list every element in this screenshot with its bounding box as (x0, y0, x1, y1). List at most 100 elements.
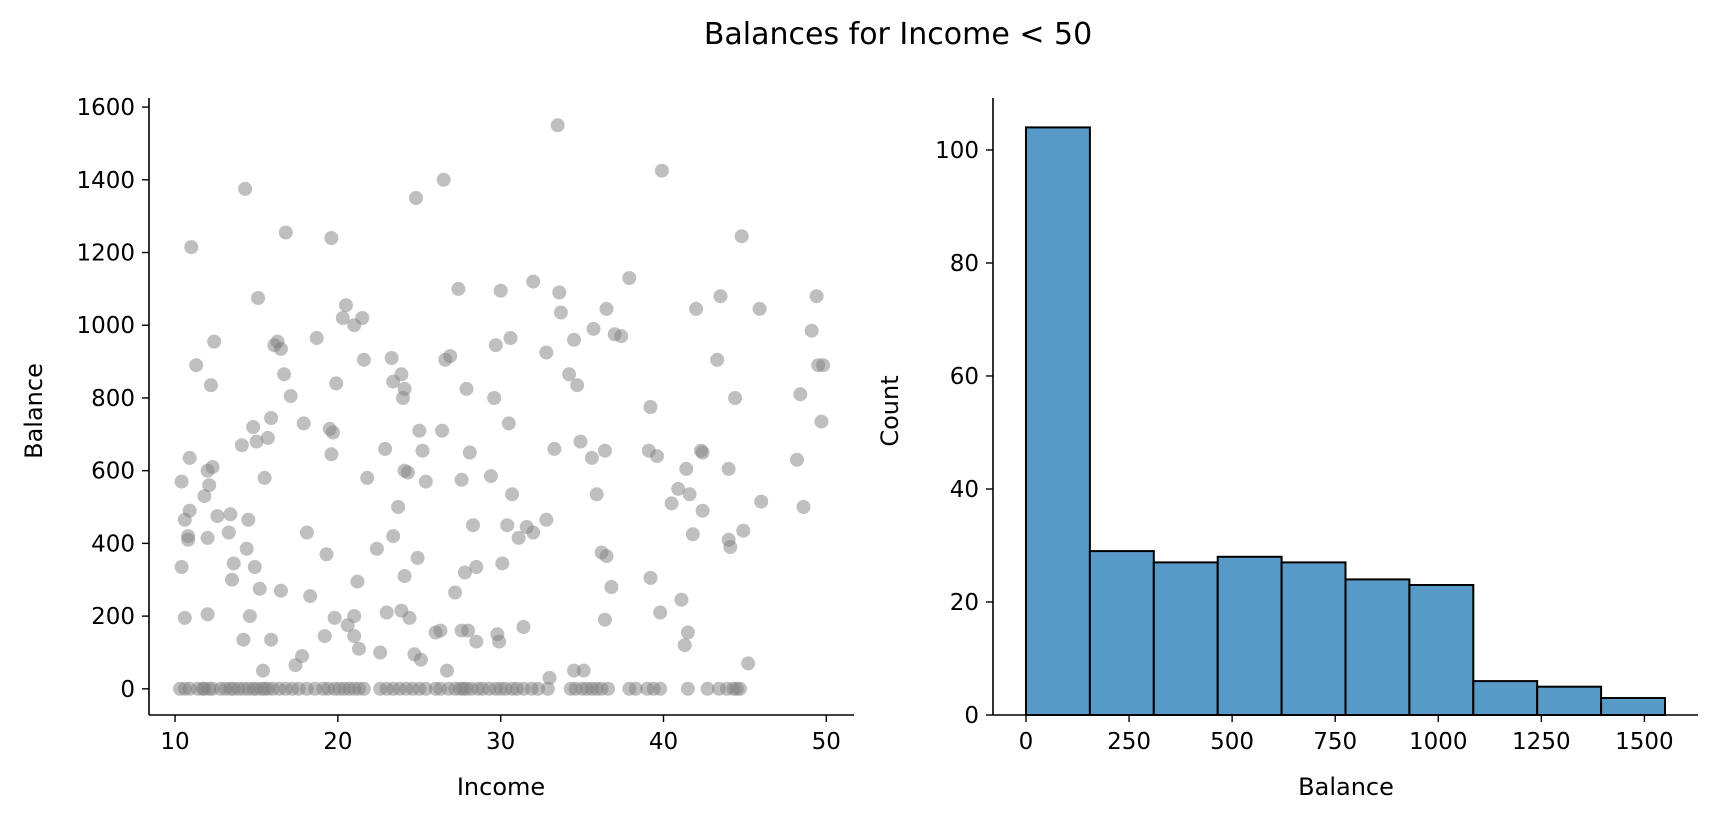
scatter-point (409, 191, 423, 205)
scatter-point (680, 625, 695, 640)
scatter-point (241, 512, 256, 527)
scatter-y-tick-label: 200 (91, 604, 135, 630)
histogram-x-tick-label: 250 (1107, 729, 1151, 755)
scatter-point (182, 450, 197, 465)
scatter-point (400, 465, 415, 480)
scatter-y-tick-label: 600 (91, 459, 135, 485)
scatter-point (226, 556, 241, 571)
histogram-y-tick-label: 80 (950, 251, 979, 277)
scatter-point (511, 530, 526, 545)
scatter-point (373, 645, 388, 660)
histogram-y-ticks: 0 20 40 60 80 100 (935, 138, 993, 729)
scatter-point (540, 681, 555, 696)
scatter-point (207, 334, 222, 349)
scatter-point (273, 341, 288, 356)
histogram-x-tick-label: 1250 (1512, 729, 1571, 755)
scatter-point (223, 507, 238, 522)
scatter-point (182, 503, 197, 518)
scatter-point (567, 332, 581, 347)
scatter-point (505, 487, 520, 502)
scatter-point (816, 358, 831, 373)
scatter-point (299, 525, 314, 540)
scatter-point (796, 500, 811, 514)
scatter-point (205, 460, 220, 474)
scatter-point (469, 634, 484, 649)
scatter-point (443, 349, 458, 364)
scatter-point (614, 329, 629, 344)
scatter-point (177, 610, 192, 625)
scatter-point (451, 281, 466, 296)
scatter-point (197, 489, 212, 504)
scatter-point (552, 285, 567, 300)
scatter-point (653, 681, 668, 696)
scatter-point (242, 609, 257, 624)
scatter-point (435, 423, 450, 438)
scatter-point (790, 452, 804, 467)
histogram-bar (1536, 685, 1603, 717)
scatter-y-axis-label: Balance (20, 363, 48, 459)
scatter-point (723, 540, 738, 554)
histogram-bar (1025, 126, 1091, 716)
scatter-point (440, 663, 454, 678)
scatter-point (728, 391, 743, 405)
scatter-point (589, 487, 604, 502)
scatter-point (495, 556, 510, 571)
scatter-point (622, 271, 637, 285)
scatter-point (547, 441, 562, 456)
histogram-x-tick-label: 0 (1019, 729, 1034, 755)
scatter-point (814, 414, 829, 429)
scatter-point (542, 670, 557, 685)
scatter-point (189, 358, 204, 373)
scatter-point (469, 560, 484, 574)
scatter-point (754, 494, 769, 509)
scatter-y-tick-label: 1000 (76, 313, 135, 339)
scatter-point (752, 301, 767, 316)
scatter-point (384, 351, 399, 365)
scatter-point (459, 381, 474, 396)
scatter-x-tick-label: 50 (812, 729, 841, 755)
scatter-point (378, 441, 393, 456)
scatter-point (339, 298, 353, 313)
scatter-point (461, 623, 476, 638)
scatter-point (418, 681, 433, 696)
scatter-point (700, 681, 715, 696)
scatter-point (283, 389, 298, 404)
histogram-bar (1472, 680, 1539, 716)
scatter-point (347, 629, 362, 644)
scatter-point (203, 378, 218, 393)
scatter-point (654, 163, 669, 178)
scatter-x-axis-label: Income (457, 773, 545, 801)
scatter-point (679, 461, 694, 476)
scatter-point (347, 609, 362, 624)
scatter-point (576, 663, 591, 678)
scatter-y-tick-label: 1400 (76, 168, 135, 194)
scatter-point (671, 481, 686, 496)
scatter-point (695, 503, 710, 518)
histogram-y-tick-label: 60 (950, 364, 979, 390)
scatter-point (597, 612, 612, 627)
scatter-point (309, 331, 324, 345)
scatter-point (360, 470, 375, 485)
scatter-point (539, 345, 554, 360)
scatter-point (236, 632, 251, 647)
scatter-point (260, 430, 275, 445)
scatter-point (793, 387, 808, 402)
scatter-point (252, 581, 267, 596)
histogram-y-axis-label: Count (876, 375, 904, 446)
scatter-point (402, 610, 417, 625)
scatter-point (500, 518, 515, 533)
scatter-point (733, 681, 747, 696)
scatter-point (804, 323, 819, 338)
scatter-point (462, 445, 477, 460)
scatter-x-tick-label: 30 (486, 729, 515, 755)
histogram-bars (1025, 126, 1666, 717)
scatter-point (809, 289, 824, 304)
scatter-x-tick-label: 10 (160, 729, 189, 755)
histogram-y-tick-label: 0 (964, 703, 979, 729)
scatter-point (643, 400, 658, 414)
scatter-y-tick-label: 0 (120, 677, 135, 703)
scatter-point (721, 461, 736, 476)
histogram-x-tick-label: 1500 (1615, 729, 1674, 755)
scatter-point (335, 311, 350, 325)
